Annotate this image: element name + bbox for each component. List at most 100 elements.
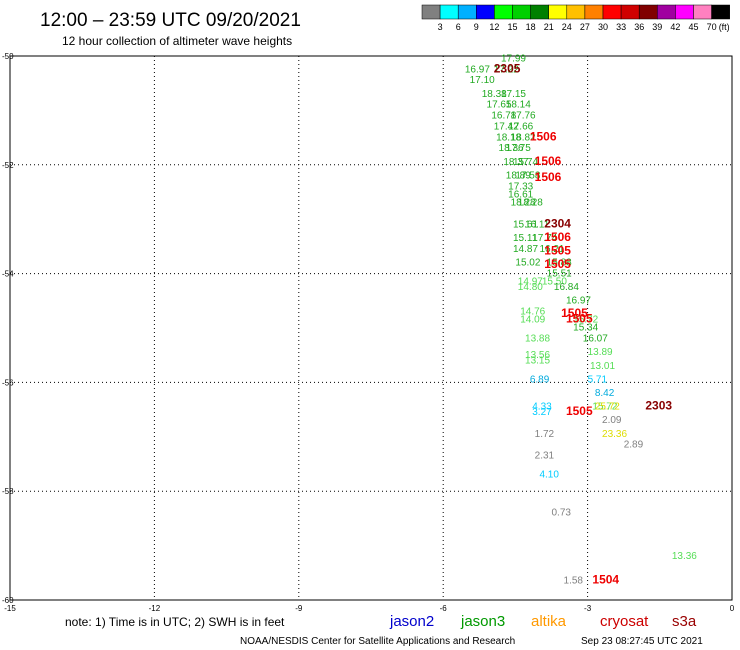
wave-height-label: 16.11 [525, 219, 550, 230]
wave-height-label: 15.88 [547, 257, 572, 268]
wave-height-label: 17.76 [511, 111, 536, 122]
color-swatch [530, 4, 549, 20]
wave-height-label: 17.10 [470, 75, 495, 86]
satellite-legend-jason2: jason2 [389, 613, 434, 630]
color-scale-label: 6 [456, 22, 461, 32]
wave-height-label: 14.09 [520, 315, 545, 326]
color-scale-label: 70 [707, 22, 717, 32]
wave-height-label: 14.76 [520, 306, 545, 317]
wave-height-label: 15.50 [542, 276, 567, 287]
wave-height-label: 18.18 [496, 132, 521, 143]
wave-height-label: 15.72 [573, 315, 598, 326]
x-tick-label: -6 [440, 604, 448, 613]
color-scale-label: 15 [507, 22, 517, 32]
color-scale-label: 27 [580, 22, 590, 32]
satellite-legend: jason2 jason3 altika cryosat s3a [389, 613, 697, 630]
wave-height-label: 3.27 [532, 407, 552, 418]
color-scale-unit: (ft) [719, 22, 730, 32]
wave-height-label: 1.72 [535, 429, 555, 440]
wave-height-label: 2.89 [624, 440, 644, 451]
wave-height-label: 18.82 [511, 132, 536, 143]
color-swatch [566, 4, 586, 20]
wave-height-label: 18.37 [503, 157, 528, 168]
wave-height-label: 5.71 [588, 374, 608, 385]
x-tick-label: -9 [295, 604, 303, 613]
wave-height-label: 17.74 [532, 233, 557, 244]
color-swatch [638, 4, 658, 20]
wave-height-label: 15.51 [547, 268, 572, 279]
wave-height-label: 16.21 [539, 244, 564, 255]
wave-height-label: 4.33 [532, 402, 552, 413]
wave-height-label: 15.02 [515, 257, 540, 268]
wave-height-label: 1.58 [564, 576, 584, 587]
wave-height-label: 8.42 [595, 388, 615, 399]
wave-height-label: 16.97 [465, 64, 490, 75]
pass-time-label: 1504 [592, 573, 619, 587]
color-scale-label: 30 [598, 22, 608, 32]
pass-time-label: 1506 [535, 170, 562, 184]
color-swatch [584, 4, 604, 20]
wave-height-label: 16.61 [508, 189, 533, 200]
wave-height-label: 17.66 [508, 121, 533, 132]
wave-height-label: 17.75 [506, 143, 531, 154]
color-scale-label: 18 [526, 22, 536, 32]
color-scale-label: 39 [652, 22, 662, 32]
x-tick-label: -3 [584, 604, 592, 613]
color-swatch [620, 4, 640, 20]
wave-height-label: 2.09 [602, 415, 622, 426]
wave-height-label: 16.84 [554, 282, 579, 293]
wave-height-label: 17.15 [501, 89, 526, 100]
wave-height-label: 2.31 [535, 451, 555, 462]
color-swatch [693, 4, 712, 20]
plot-frame [9, 55, 733, 601]
wave-height-label: 13.88 [525, 334, 550, 345]
y-tick-label: -58 [2, 487, 14, 496]
color-scale-label: 33 [616, 22, 626, 32]
wave-height-label: 16.78 [491, 111, 516, 122]
wave-height-label: 13.56 [525, 350, 550, 361]
pass-time-label: 2304 [544, 216, 571, 230]
color-scale-legend: 3 6 9 12 15 18 21 24 27 30 33 36 39 42 45 70 (ft) [421, 4, 730, 32]
pass-time-label: 1506 [544, 230, 571, 244]
color-swatch [494, 4, 513, 20]
x-tick-label: 0 [730, 604, 735, 613]
satellite-legend-s3a: s3a [672, 613, 697, 630]
wave-height-label: 17.99 [501, 53, 526, 64]
chart-subtitle: 12 hour collection of altimeter wave hei… [62, 34, 292, 48]
wave-height-label: 13.01 [590, 361, 615, 372]
pass-time-label: 1505 [544, 257, 571, 271]
wave-height-label: 17.65 [487, 100, 512, 111]
wave-height-label: 15.72 [592, 402, 617, 413]
wave-height-label: 16.07 [583, 334, 608, 345]
wave-height-label: 16.97 [566, 296, 591, 307]
color-scale-label: 36 [634, 22, 644, 32]
wave-height-label: 13.15 [525, 355, 550, 366]
wave-height-label: 4.10 [539, 470, 559, 481]
color-scale-label: 42 [670, 22, 680, 32]
satellite-legend-jason3: jason3 [460, 613, 505, 630]
color-swatch [548, 4, 568, 20]
y-tick-label: -52 [2, 161, 14, 170]
wave-height-label: 17.42 [494, 121, 519, 132]
satellite-legend-altika: altika [531, 613, 567, 630]
color-swatch [711, 4, 730, 20]
y-tick-label: -50 [2, 52, 14, 61]
footer-note: note: 1) Time is in UTC; 2) SWH is in fe… [65, 615, 285, 629]
pass-time-label: 1506 [530, 129, 557, 143]
pass-time-label: 1506 [535, 154, 562, 168]
plot-area: -15 -12 -9 -6 -3 0 -50 -52 -54 -56 -58 -60 17.99 16.9… [2, 52, 735, 613]
wave-height-label: 15.61 [513, 219, 538, 230]
wave-height-label: 25.72 [595, 402, 620, 413]
wave-height-label: 18.36 [499, 143, 524, 154]
credit: NOAA/NESDIS Center for Satellite Applica… [240, 636, 515, 647]
wave-height-label: 15.34 [573, 323, 598, 334]
wave-height-label: 14.87 [513, 244, 538, 255]
color-swatch [476, 4, 495, 20]
color-swatch [657, 4, 676, 20]
x-tick-label: -15 [4, 604, 16, 613]
satellite-legend-cryosat: cryosat [600, 613, 649, 630]
color-swatch [439, 4, 459, 20]
pass-time-label: 1505 [566, 404, 593, 418]
wave-height-label: 18.89 [506, 170, 531, 181]
